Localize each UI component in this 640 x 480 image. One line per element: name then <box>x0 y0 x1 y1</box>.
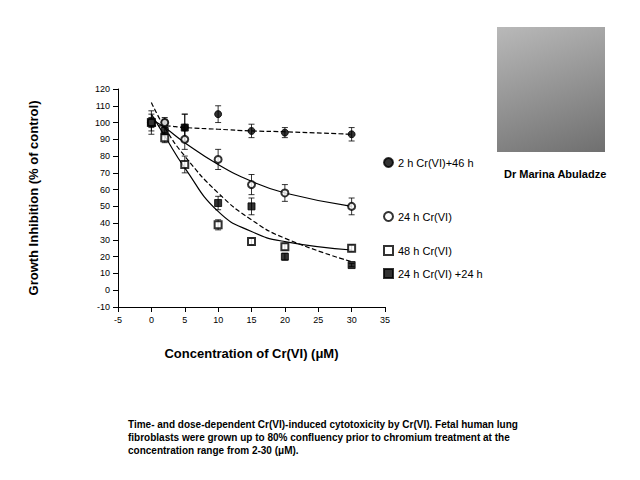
svg-text:35: 35 <box>380 315 390 325</box>
svg-text:5: 5 <box>182 315 187 325</box>
svg-text:20: 20 <box>280 315 290 325</box>
svg-text:10: 10 <box>100 268 110 278</box>
svg-text:30: 30 <box>100 235 110 245</box>
svg-text:48 h Cr(VI): 48 h Cr(VI) <box>398 245 452 257</box>
svg-text:25: 25 <box>313 315 323 325</box>
svg-text:Concentration of Cr(VI) (μM): Concentration of Cr(VI) (μM) <box>164 346 338 361</box>
svg-text:100: 100 <box>95 118 110 128</box>
svg-text:-10: -10 <box>97 302 110 312</box>
svg-text:80: 80 <box>100 151 110 161</box>
svg-text:10: 10 <box>213 315 223 325</box>
svg-text:110: 110 <box>96 101 110 111</box>
svg-text:-5: -5 <box>114 315 122 325</box>
svg-text:90: 90 <box>100 134 110 144</box>
svg-text:120: 120 <box>95 84 110 94</box>
svg-text:30: 30 <box>347 315 357 325</box>
svg-text:0: 0 <box>105 285 110 295</box>
svg-text:24 h Cr(VI): 24 h Cr(VI) <box>398 211 452 223</box>
svg-text:Growth Inhibition (% of contro: Growth Inhibition (% of control) <box>26 101 41 296</box>
svg-text:20: 20 <box>100 252 110 262</box>
svg-text:40: 40 <box>100 218 110 228</box>
svg-text:50: 50 <box>100 201 110 211</box>
svg-text:0: 0 <box>149 315 154 325</box>
html-text:Time- and dose-dependent Cr(VI: Time- and dose-dependent Cr(VI)-induced … <box>128 419 518 456</box>
html-text:Dr Marina Abuladze: Dr Marina Abuladze <box>504 168 607 180</box>
svg-text:24 h Cr(VI) +24 h: 24 h Cr(VI) +24 h <box>398 268 483 280</box>
svg-text:2 h Cr(VI)+46 h: 2 h Cr(VI)+46 h <box>398 157 474 169</box>
svg-text:70: 70 <box>100 168 110 178</box>
svg-text:15: 15 <box>246 315 256 325</box>
svg-text:60: 60 <box>100 185 110 195</box>
